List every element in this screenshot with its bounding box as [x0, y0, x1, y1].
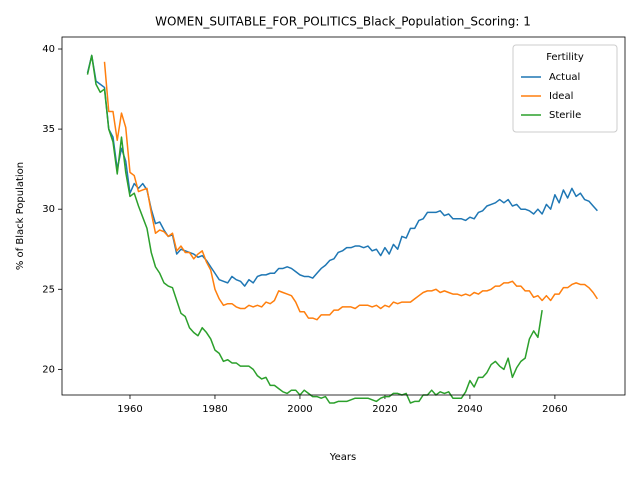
- legend-box: [512, 44, 618, 133]
- y-tick-label: 35: [42, 124, 55, 135]
- legend-title: Fertility: [546, 52, 584, 63]
- y-tick-label: 30: [42, 204, 55, 215]
- y-tick-label: 20: [42, 364, 55, 375]
- x-tick-label: 2040: [457, 404, 482, 415]
- x-tick-label: 1980: [202, 404, 227, 415]
- plot-frame: [61, 36, 626, 396]
- x-tick-label: 2020: [372, 404, 397, 415]
- legend-label: Ideal: [549, 91, 573, 102]
- y-tick-label: 40: [42, 44, 55, 55]
- y-tick-label: 25: [42, 284, 55, 295]
- x-tick-label: 2000: [287, 404, 312, 415]
- y-axis-title: % of Black Population: [15, 162, 26, 270]
- chart-title: WOMEN_SUITABLE_FOR_POLITICS_Black_Popula…: [155, 15, 531, 29]
- legend-label: Sterile: [549, 110, 581, 121]
- x-tick-label: 2060: [542, 404, 567, 415]
- legend-label: Actual: [549, 72, 580, 83]
- x-tick-label: 1960: [117, 404, 142, 415]
- series-line: [103, 61, 599, 321]
- series-line: [86, 54, 543, 404]
- x-axis-title: Years: [329, 452, 356, 463]
